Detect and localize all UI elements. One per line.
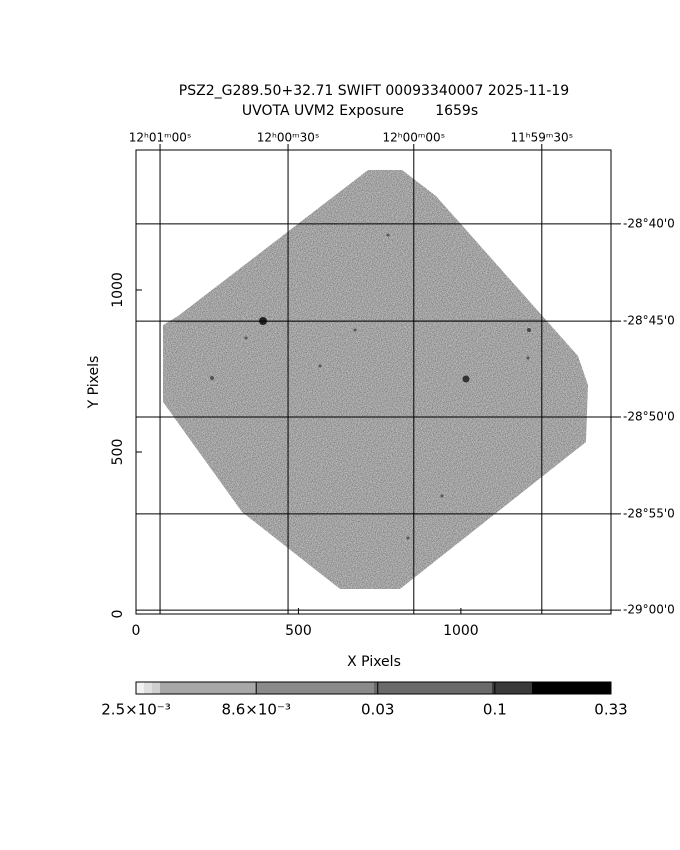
colorbar-tick-label: 0.1 xyxy=(483,701,507,719)
chart-subtitle: UVOTA UVM2 Exposure 1659s xyxy=(242,103,478,119)
y-axis-label: Y Pixels xyxy=(86,356,102,410)
ra-tick-label: 12ʰ00ᵐ30ˢ xyxy=(257,131,320,145)
colorbar-step xyxy=(532,682,611,694)
colorbar-step xyxy=(374,682,492,694)
dec-tick-label: -29°00'0 xyxy=(623,603,675,617)
dec-tick-label: -28°55'0 xyxy=(623,506,675,520)
colorbar-tick-label: 8.6×10⁻³ xyxy=(221,701,290,719)
x-tick-label: 1000 xyxy=(443,623,479,639)
dec-tick-label: -28°45'0 xyxy=(623,314,675,328)
dec-tick-label: -28°50'0 xyxy=(623,409,675,423)
colorbar-step xyxy=(492,682,532,694)
source xyxy=(527,328,531,332)
plot-frame xyxy=(135,149,612,615)
colorbar-step xyxy=(152,682,160,694)
colorbar-step xyxy=(256,682,374,694)
dec-tick-label: -28°40'0 xyxy=(623,216,675,230)
source xyxy=(353,328,357,332)
y-tick-label: 1000 xyxy=(110,272,126,308)
source xyxy=(406,536,410,540)
chart-title: PSZ2_G289.50+32.71 SWIFT 00093340007 202… xyxy=(179,83,569,99)
source xyxy=(440,494,444,498)
ra-tick-label: 12ʰ01ᵐ00ˢ xyxy=(129,131,192,145)
x-tick-label: 0 xyxy=(132,623,141,639)
source xyxy=(210,376,214,380)
colorbar-tick-label: 0.03 xyxy=(361,701,394,719)
x-axis-label: X Pixels xyxy=(347,654,401,670)
colorbar-tick-label: 2.5×10⁻³ xyxy=(101,701,170,719)
y-tick-label: 500 xyxy=(110,439,126,466)
source xyxy=(244,336,248,340)
colorbar-step xyxy=(136,682,144,694)
colorbar xyxy=(135,681,612,695)
ra-tick-label: 11ʰ59ᵐ30ˢ xyxy=(510,131,573,145)
colorbar-step xyxy=(144,682,152,694)
y-tick-label: 0 xyxy=(110,610,126,619)
colorbar-tick-label: 0.33 xyxy=(594,701,627,719)
exposure-map xyxy=(163,170,588,589)
source xyxy=(318,364,322,368)
source xyxy=(526,356,530,360)
x-tick-label: 500 xyxy=(285,623,312,639)
source xyxy=(386,233,390,237)
source xyxy=(462,375,470,383)
colorbar-step xyxy=(160,682,256,694)
ra-tick-label: 12ʰ00ᵐ00ˢ xyxy=(382,131,445,145)
